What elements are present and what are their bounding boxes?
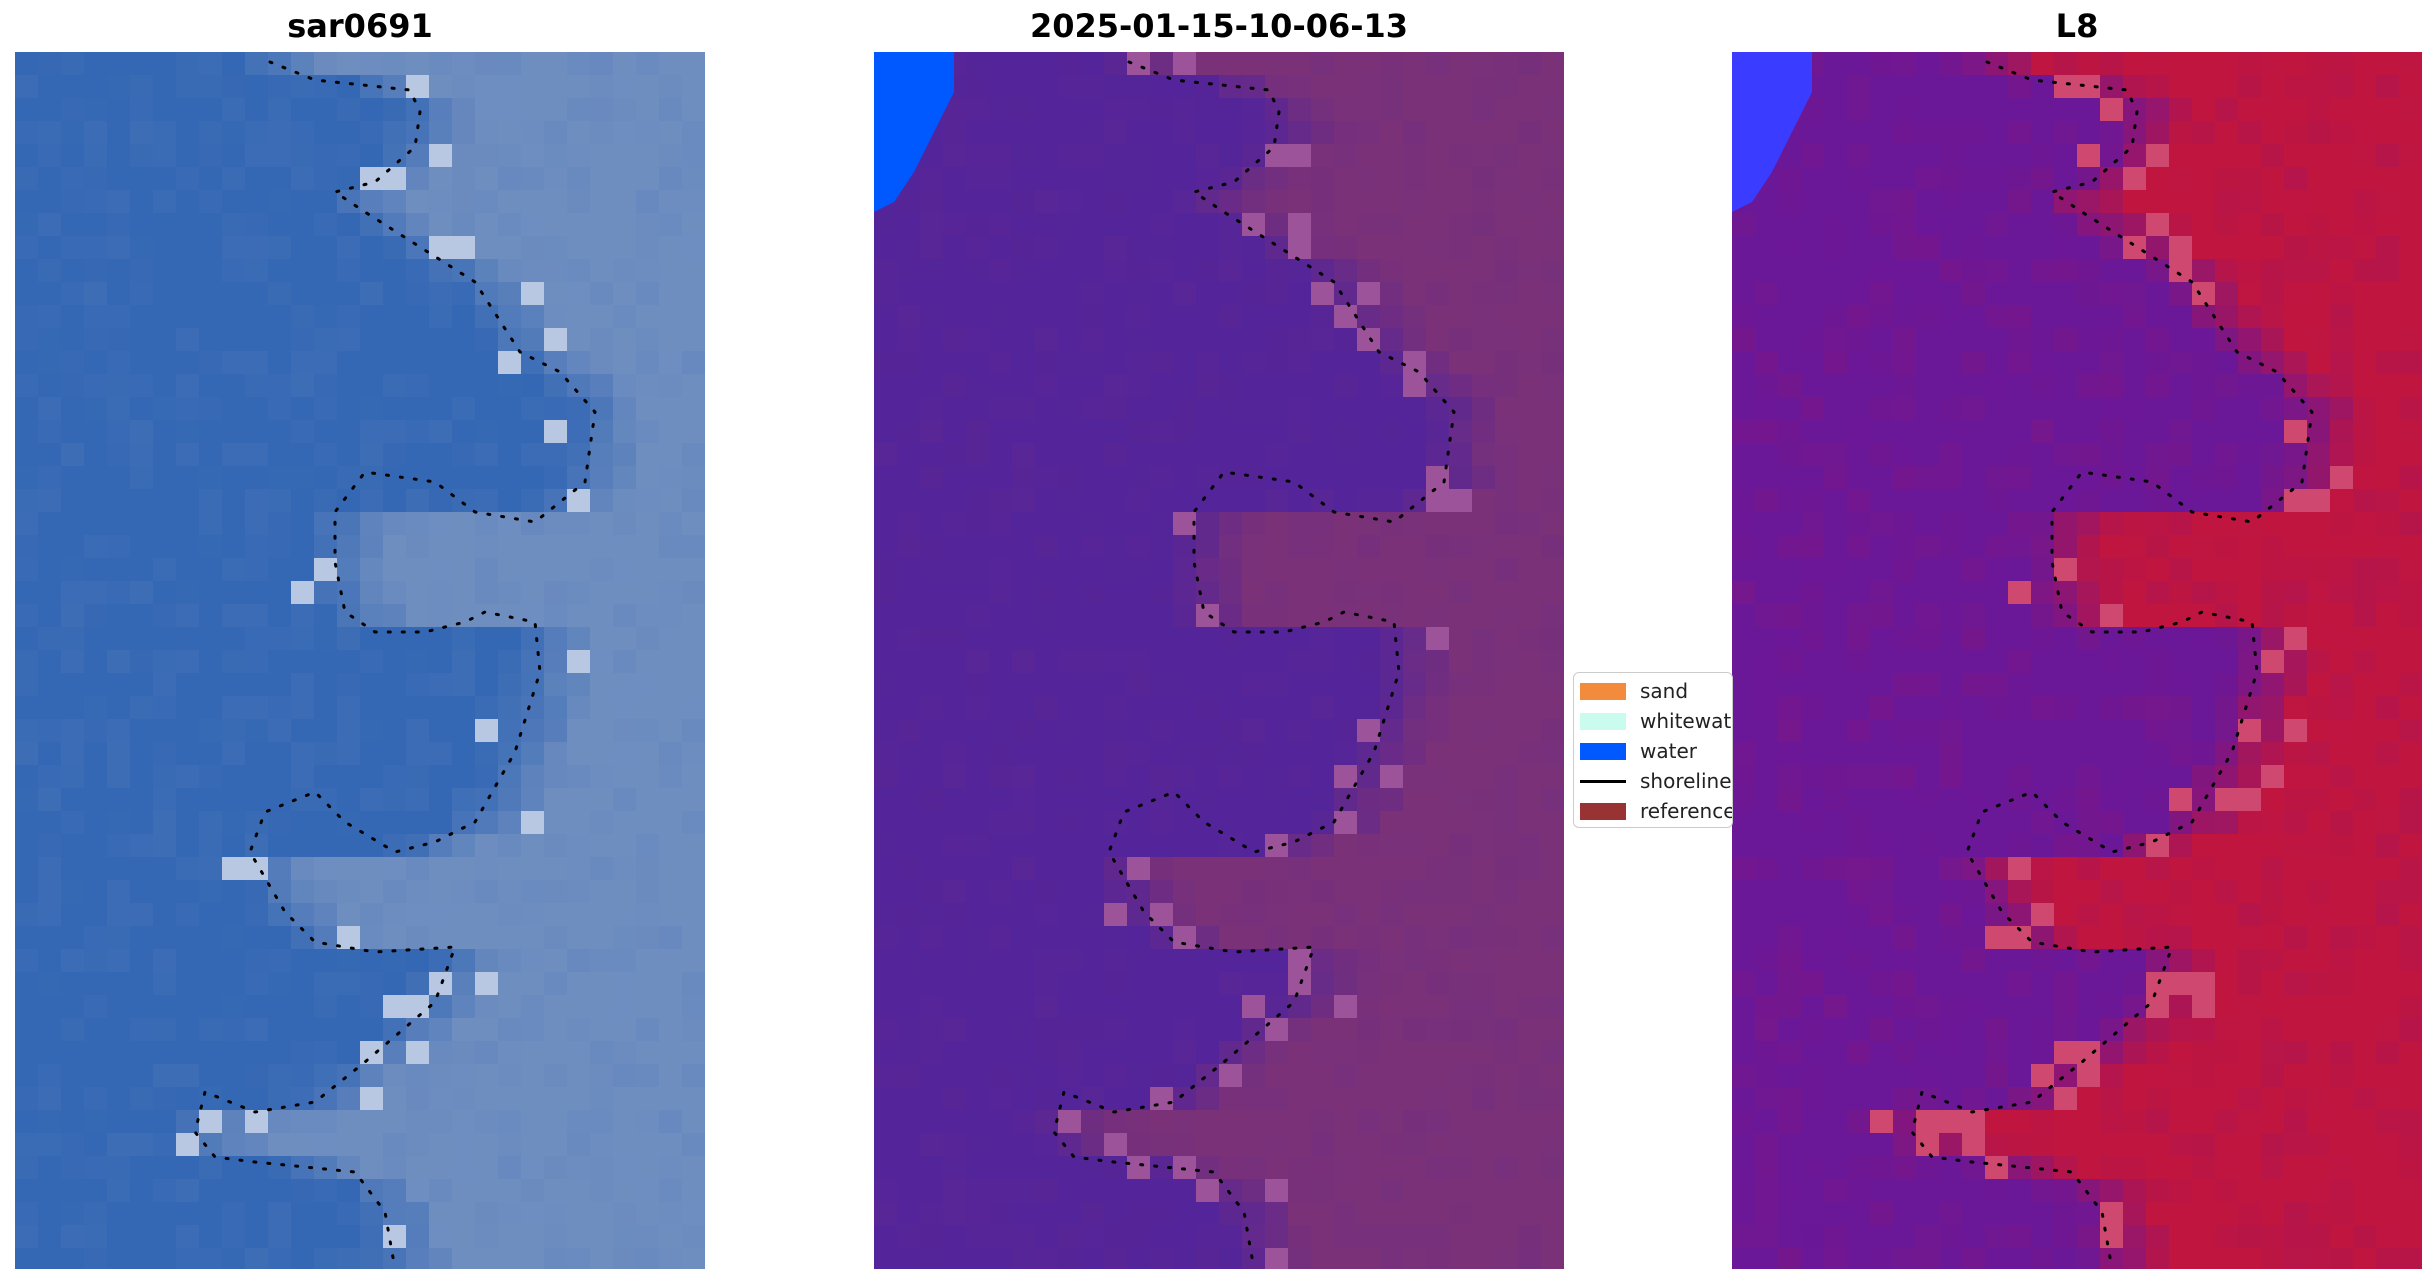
classified-image-canvas bbox=[874, 52, 1564, 1269]
shoreline-trace bbox=[1910, 60, 2314, 1269]
legend-item-water: water bbox=[1580, 739, 1697, 763]
panel-sar-image bbox=[15, 52, 705, 1269]
legend-swatch-reference bbox=[1580, 802, 1626, 820]
raster-pixels bbox=[1732, 52, 2422, 1269]
shoreline-trace bbox=[1052, 60, 1456, 1269]
shoreline-trace bbox=[193, 60, 597, 1269]
water-region bbox=[874, 52, 954, 212]
legend-label-water: water bbox=[1640, 739, 1697, 763]
panel-title-sar: sar0691 bbox=[287, 7, 433, 45]
legend-label-sand: sand bbox=[1640, 679, 1689, 703]
legend-label-whitewater: whitewater bbox=[1640, 709, 1732, 733]
sar-image-canvas bbox=[15, 52, 705, 1269]
panel-classified-image bbox=[874, 52, 1564, 1269]
panel-title-l8: L8 bbox=[2055, 7, 2099, 45]
legend-item-sand: sand bbox=[1580, 679, 1688, 703]
raster-pixels bbox=[15, 52, 705, 1269]
water-region bbox=[1732, 52, 1812, 212]
legend-swatch-whitewater bbox=[1580, 712, 1626, 730]
legend-label-reference: reference bbox=[1640, 799, 1733, 823]
panel-l8-image bbox=[1732, 52, 2422, 1269]
legend-label-shoreline: shoreline bbox=[1640, 769, 1732, 793]
legend-swatch-water bbox=[1580, 742, 1626, 760]
l8-image-canvas bbox=[1732, 52, 2422, 1269]
legend-item-whitewater: whitewater bbox=[1580, 709, 1732, 733]
legend-item-shoreline: shoreline bbox=[1580, 769, 1732, 793]
legend-item-reference: reference bbox=[1580, 799, 1733, 823]
panel-title-date: 2025-01-15-10-06-13 bbox=[1029, 7, 1409, 45]
raster-pixels bbox=[874, 52, 1564, 1269]
legend: sand whitewater water shoreline referenc… bbox=[1573, 672, 1733, 828]
legend-swatch-sand bbox=[1580, 682, 1626, 700]
legend-line-shoreline bbox=[1580, 779, 1626, 783]
